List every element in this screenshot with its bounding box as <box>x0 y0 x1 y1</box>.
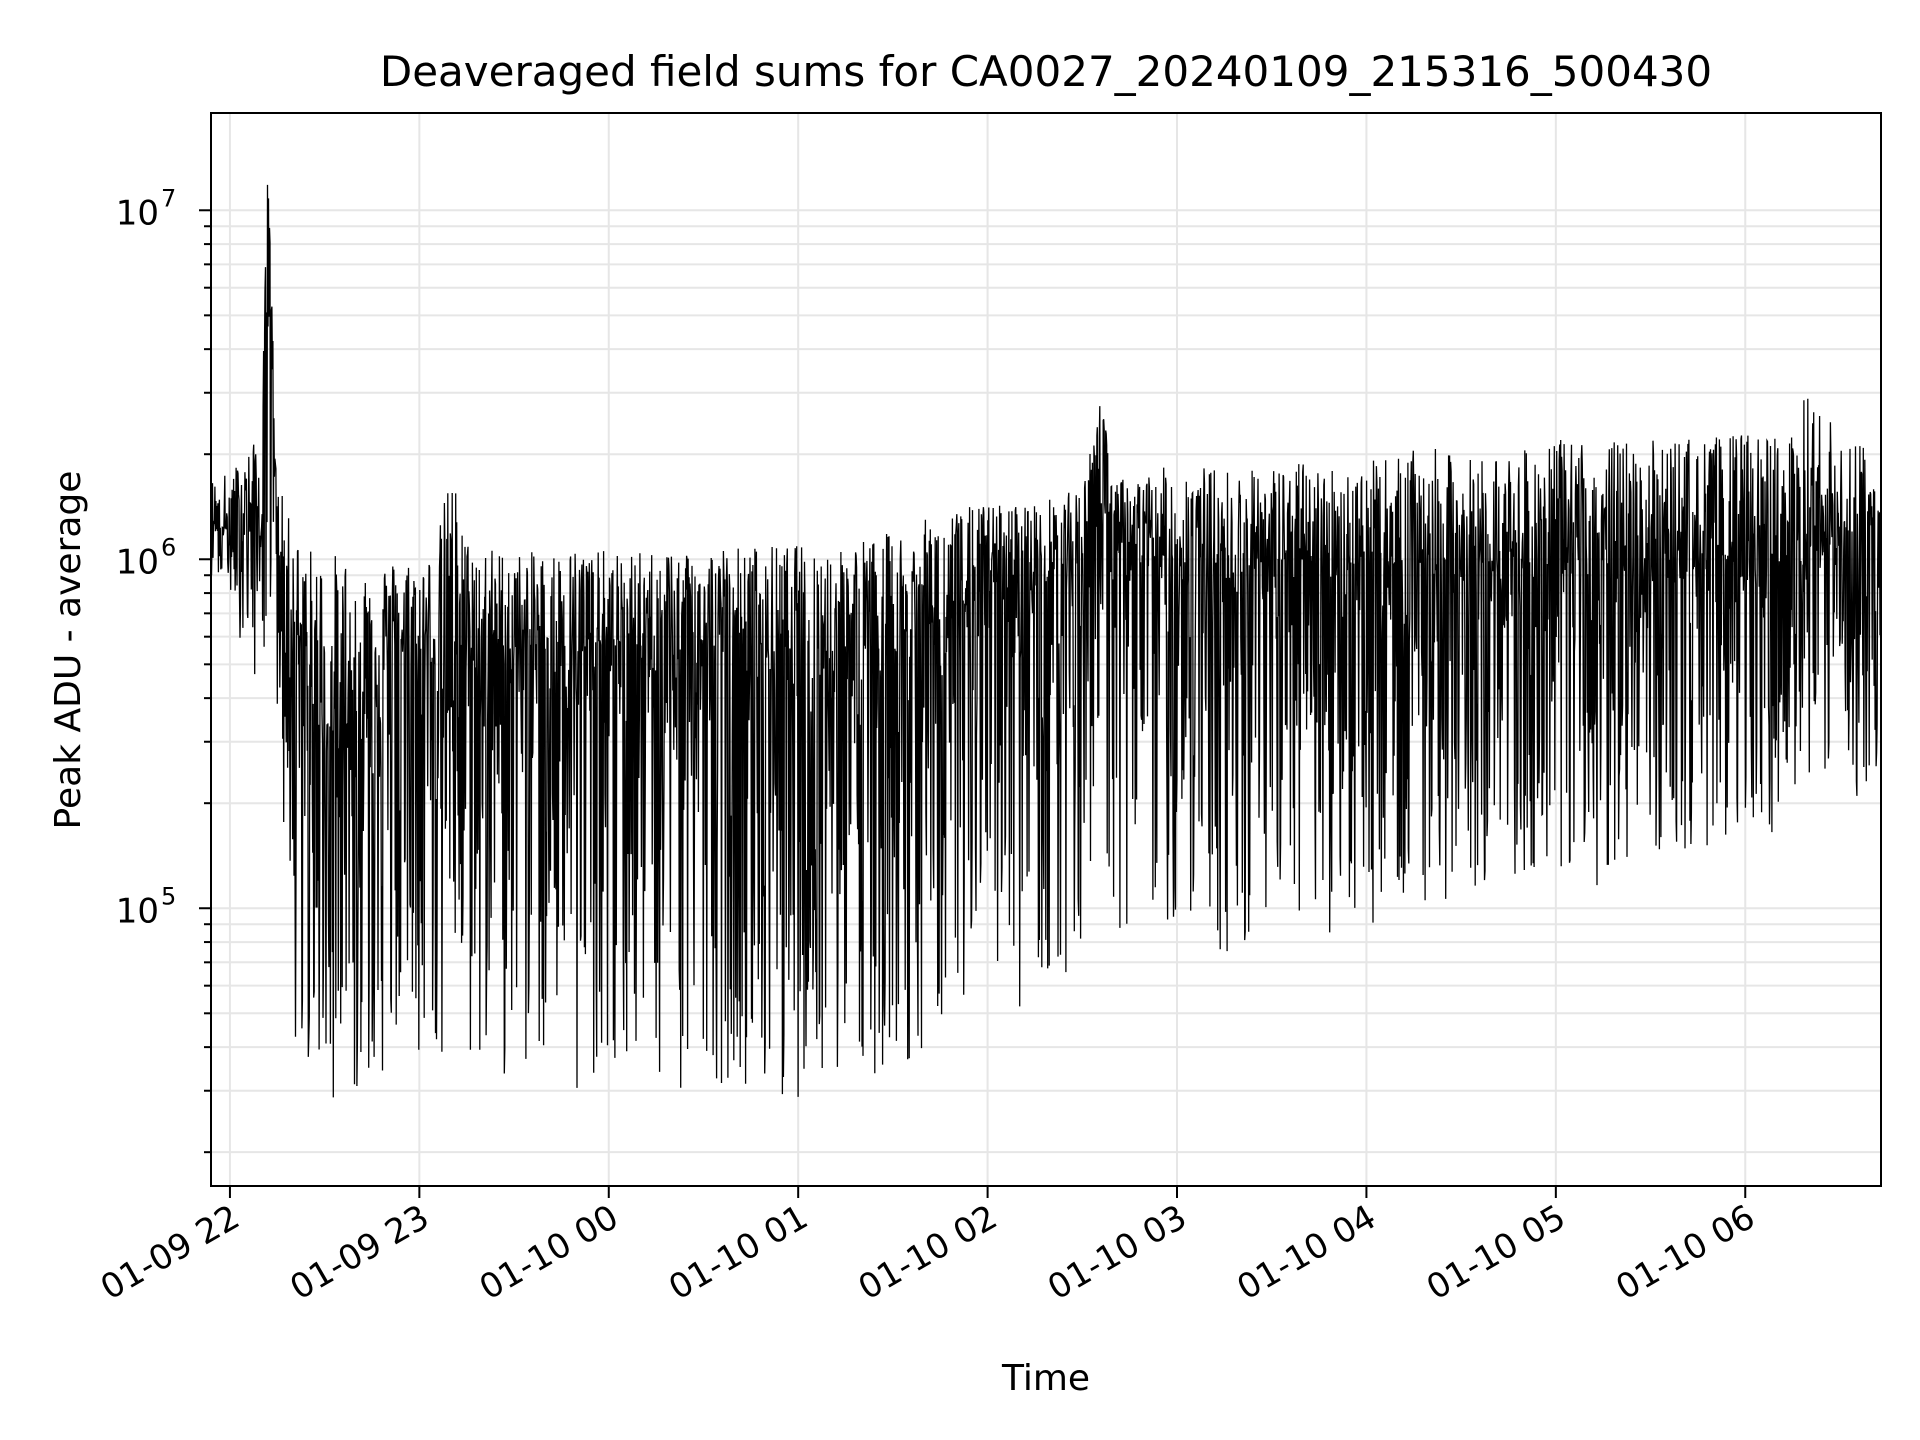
series-line <box>210 184 1882 1098</box>
y-tick-label-exponent: 7 <box>161 184 176 212</box>
y-tick-label: 10 <box>116 542 159 582</box>
y-tick-label-exponent: 6 <box>161 533 176 561</box>
chart-title: Deaveraged field sums for CA0027_2024010… <box>380 47 1712 96</box>
y-tick-label-exponent: 5 <box>161 882 176 910</box>
data-series <box>210 184 1882 1098</box>
y-axis-label: Peak ADU - average <box>48 471 89 830</box>
y-tick-label: 10 <box>116 891 159 931</box>
y-tick-label: 10 <box>116 193 159 233</box>
plot-frame <box>210 112 1882 1187</box>
x-axis-label: Time <box>1001 1358 1090 1399</box>
